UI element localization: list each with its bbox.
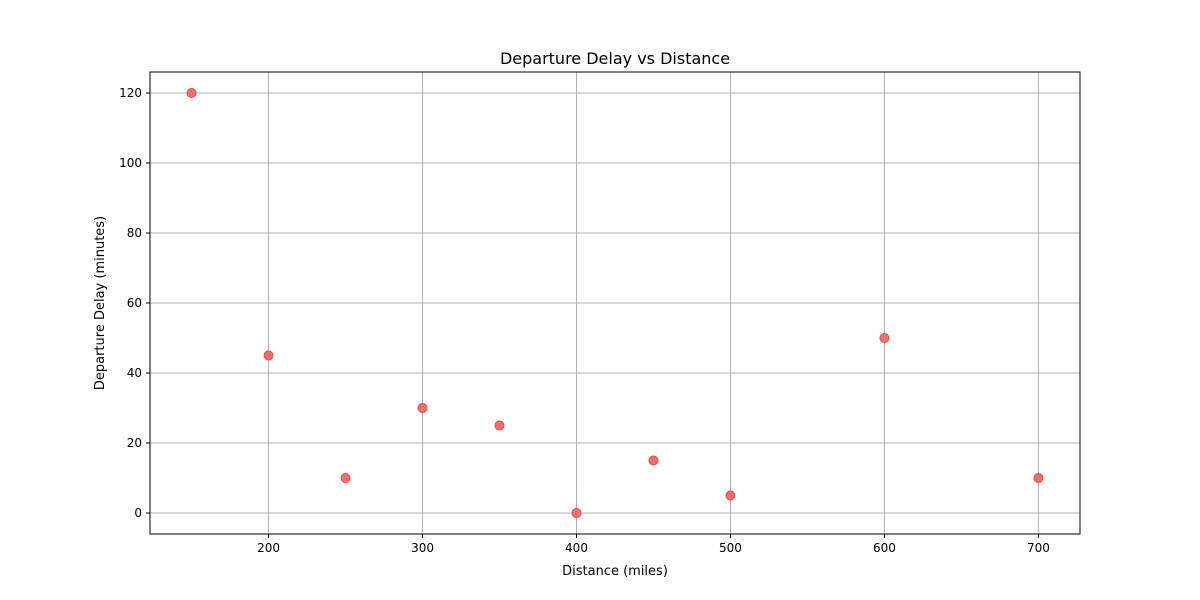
scatter-point: [417, 403, 428, 413]
y-tick-label: 120: [119, 86, 142, 100]
y-tick-label: 100: [119, 156, 142, 170]
x-tick-label: 700: [1027, 541, 1050, 555]
scatter-point: [186, 88, 197, 98]
x-tick-label: 400: [565, 541, 588, 555]
y-axis-label: Departure Delay (minutes): [93, 216, 108, 390]
chart-title: Departure Delay vs Distance: [500, 49, 730, 68]
scatter-point: [648, 455, 659, 466]
scatter-point: [263, 350, 274, 361]
scatter-point: [1033, 473, 1044, 483]
x-tick-label: 300: [411, 541, 434, 555]
scatter-point: [879, 333, 890, 343]
x-tick-label: 200: [257, 541, 280, 555]
y-tick-label: 80: [127, 226, 142, 240]
scatter-point: [340, 473, 351, 483]
axis-ticks: 200 300 400 500 600 700 0 20 40 60 80 100 120: [119, 86, 1050, 555]
scatter-point: [725, 490, 736, 501]
x-tick-label: 600: [873, 541, 896, 555]
data-points: [186, 88, 1044, 518]
y-tick-label: 60: [127, 296, 142, 310]
x-tick-label: 500: [719, 541, 742, 555]
x-axis-label: Distance (miles): [562, 564, 668, 579]
y-tick-label: 20: [127, 436, 142, 450]
y-tick-label: 0: [134, 506, 142, 520]
scatter-point: [571, 508, 582, 518]
scatter-point: [494, 420, 505, 431]
grid-lines: [150, 72, 1080, 534]
y-tick-label: 40: [127, 366, 142, 380]
